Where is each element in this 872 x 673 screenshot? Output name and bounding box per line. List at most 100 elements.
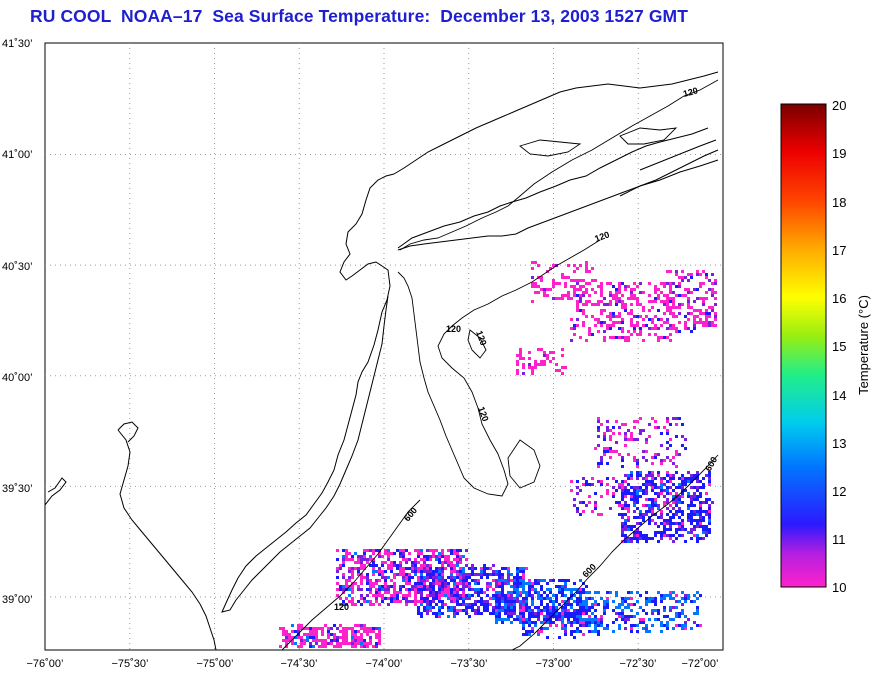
- sst-pixel: [420, 576, 423, 579]
- sst-pixel: [669, 300, 672, 303]
- sst-pixel: [636, 420, 639, 423]
- sst-pixel: [534, 621, 537, 624]
- sst-pixel: [342, 588, 345, 591]
- sst-pixel: [408, 600, 411, 603]
- sst-pixel: [561, 618, 564, 621]
- sst-pixel: [681, 501, 684, 504]
- sst-pixel: [462, 576, 465, 579]
- sst-pixel: [381, 600, 384, 603]
- sst-pixel: [351, 555, 354, 558]
- sst-pixel: [303, 627, 306, 630]
- sst-pixel: [660, 534, 663, 537]
- sst-pixel: [678, 486, 681, 489]
- sst-pixel: [687, 618, 690, 621]
- sst-pixel: [663, 594, 666, 597]
- sst-pixel: [657, 504, 660, 507]
- sst-pixel: [564, 627, 567, 630]
- sst-pixel: [660, 537, 663, 540]
- sst-pixel: [468, 567, 471, 570]
- sst-pixel: [459, 549, 462, 552]
- sst-pixel: [495, 612, 498, 615]
- sst-pixel: [396, 567, 399, 570]
- sst-pixel: [357, 570, 360, 573]
- sst-pixel: [327, 633, 330, 636]
- sst-pixel: [537, 285, 540, 288]
- sst-pixel: [282, 630, 285, 633]
- sst-pixel: [435, 594, 438, 597]
- sst-pixel: [663, 426, 666, 429]
- sst-pixel: [657, 591, 660, 594]
- sst-pixel: [417, 570, 420, 573]
- sst-pixel: [471, 573, 474, 576]
- sst-pixel: [402, 549, 405, 552]
- long-island-south-shore: [397, 149, 719, 251]
- sst-pixel: [345, 627, 348, 630]
- sst-pixel: [396, 591, 399, 594]
- sst-pixel: [639, 429, 642, 432]
- sst-pixel: [285, 630, 288, 633]
- sst-pixel: [687, 495, 690, 498]
- sst-pixel: [651, 471, 654, 474]
- sst-pixel: [525, 582, 528, 585]
- sst-pixel: [522, 591, 525, 594]
- sst-pixel: [363, 558, 366, 561]
- sst-pixel: [663, 624, 666, 627]
- sst-pixel: [375, 645, 378, 648]
- sst-pixel: [612, 315, 615, 318]
- sst-pixel: [543, 609, 546, 612]
- sst-pixel: [468, 585, 471, 588]
- sst-pixel: [438, 600, 441, 603]
- sst-pixel: [558, 591, 561, 594]
- sst-pixel: [522, 576, 525, 579]
- sst-pixel: [570, 279, 573, 282]
- sst-pixel: [549, 588, 552, 591]
- sst-pixel: [681, 492, 684, 495]
- sst-pixel: [675, 453, 678, 456]
- sst-pixel: [411, 570, 414, 573]
- sst-pixel: [615, 606, 618, 609]
- sst-pixel: [648, 504, 651, 507]
- sst-pixel: [675, 501, 678, 504]
- sst-pixel: [375, 627, 378, 630]
- sst-pixel: [600, 456, 603, 459]
- sst-pixel: [549, 615, 552, 618]
- sst-pixel: [585, 291, 588, 294]
- sst-pixel: [531, 267, 534, 270]
- sst-pixel: [633, 537, 636, 540]
- sst-pixel: [669, 309, 672, 312]
- sst-pixel: [555, 282, 558, 285]
- sst-pixel: [348, 579, 351, 582]
- lat-tick-label: 39˚00’: [2, 594, 33, 606]
- sst-pixel: [636, 624, 639, 627]
- contour-label: 120: [476, 405, 491, 423]
- sst-pixel: [357, 561, 360, 564]
- sst-pixel: [432, 570, 435, 573]
- sst-pixel: [492, 570, 495, 573]
- sst-pixel: [459, 573, 462, 576]
- sst-pixel: [558, 369, 561, 372]
- sst-pixel: [675, 513, 678, 516]
- sst-pixel: [474, 609, 477, 612]
- sst-pixel: [636, 285, 639, 288]
- sst-pixel: [450, 606, 453, 609]
- sst-pixel: [366, 600, 369, 603]
- sst-pixel: [351, 558, 354, 561]
- sst-pixel: [345, 579, 348, 582]
- sst-pixel: [642, 429, 645, 432]
- sst-pixel: [285, 636, 288, 639]
- sst-pixel: [690, 516, 693, 519]
- sst-pixel: [378, 594, 381, 597]
- sst-pixel: [399, 552, 402, 555]
- sst-pixel: [693, 621, 696, 624]
- sst-pixel: [387, 567, 390, 570]
- sst-pixel: [498, 597, 501, 600]
- sst-pixel: [672, 315, 675, 318]
- sst-pixel: [564, 609, 567, 612]
- sst-pixel: [585, 618, 588, 621]
- sst-pixel: [336, 549, 339, 552]
- sst-pixel: [528, 366, 531, 369]
- sst-pixel: [372, 564, 375, 567]
- sst-pixel: [678, 417, 681, 420]
- sst-pixel: [675, 492, 678, 495]
- sst-pixel: [594, 492, 597, 495]
